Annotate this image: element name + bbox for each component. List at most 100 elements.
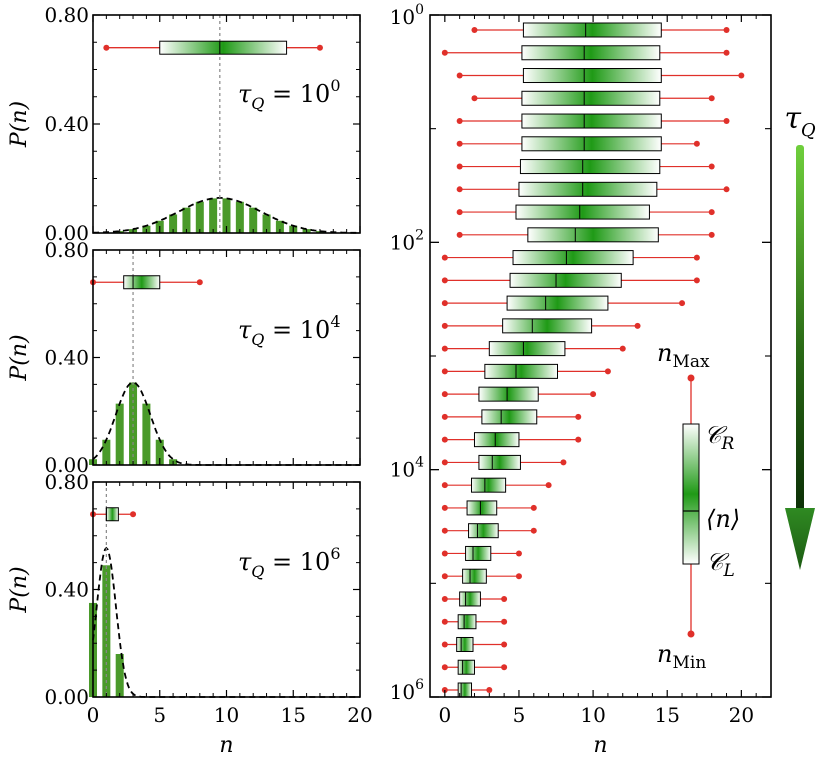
legend-cr-label: 𝒞R (704, 421, 735, 454)
panel-tau-10-6: 0.00 0.40 0.80 0 5 10 15 20 P(n) n τQ = 106 (7, 470, 373, 758)
iqr-box (515, 204, 650, 220)
iqr-box (521, 90, 661, 106)
histogram-bar (169, 214, 178, 233)
y-tick-exponent: 4 (415, 455, 424, 471)
tau-subscript: Q (251, 562, 264, 581)
y-tick-label: 106 (390, 677, 424, 704)
legend-min-dot (687, 630, 695, 638)
whisker-max-dot (634, 322, 641, 329)
y-tick-label: 0.80 (44, 3, 89, 27)
x-tick-label: 5 (513, 703, 526, 727)
x-tick-label: 5 (153, 703, 166, 727)
tau-exponent: 6 (330, 544, 340, 563)
iqr-box (105, 507, 119, 522)
x-tick-label: 10 (214, 703, 239, 727)
tau-equals: = 10 (264, 316, 330, 344)
whisker-max-dot (316, 44, 323, 51)
whisker-min-dot (456, 72, 463, 79)
whisker-min-dot (441, 413, 448, 420)
y-tick-label: 0.40 (44, 346, 89, 370)
x-axis-title: n (593, 733, 607, 758)
y-tick-label: 102 (390, 227, 424, 254)
whisker-max-dot (708, 209, 715, 216)
whisker-max-dot (501, 595, 508, 602)
whisker-min-dot (456, 163, 463, 170)
y-tick-label: 104 (390, 455, 424, 482)
histogram-bar (249, 207, 258, 233)
whisker-min-dot (441, 573, 448, 580)
iqr-box (478, 386, 539, 402)
whisker-min-dot (456, 186, 463, 193)
iqr-box (519, 159, 661, 175)
whisker-min-dot (441, 618, 448, 625)
y-tick-exponent: 6 (415, 677, 424, 693)
legend-min-base: n (657, 640, 672, 668)
y-tick-exponent: 0 (415, 2, 424, 18)
iqr-box (506, 295, 609, 311)
y-axis-title: P(n) (7, 334, 32, 381)
iqr-box (518, 181, 658, 197)
whisker-min-dot (441, 49, 448, 56)
iqr-box (521, 113, 662, 129)
whisker-max-dot (738, 72, 745, 79)
x-tick-label: 10 (580, 703, 605, 727)
y-tick-label: 0.80 (44, 238, 89, 262)
tau-equals: = 10 (264, 80, 330, 108)
x-axis-title: n (219, 733, 233, 758)
tau-arrow: τQ (784, 101, 816, 570)
histogram-bar (262, 214, 271, 233)
tau-symbol: τ (238, 548, 252, 576)
iqr-box (527, 227, 659, 243)
whisker-max-dot (575, 413, 582, 420)
y-tick-label: 100 (390, 2, 424, 29)
tau-equals: = 10 (264, 548, 330, 576)
iqr-box (488, 341, 566, 357)
iqr-box (512, 250, 634, 266)
whisker-min-dot (441, 482, 448, 489)
legend-cl-label: 𝒞L (706, 548, 735, 581)
histogram-bar (182, 207, 191, 233)
whisker-min-dot (441, 368, 448, 375)
whisker-min-dot (441, 322, 448, 329)
legend-max-base: n (657, 339, 672, 367)
y-tick-label: 0.80 (44, 470, 89, 494)
whisker-max-dot (723, 49, 730, 56)
tau-symbol: τ (238, 80, 252, 108)
whisker-max-dot (693, 140, 700, 147)
y-tick-label: 0.40 (44, 112, 89, 136)
whisker-min-dot (456, 209, 463, 216)
histogram-bar (275, 220, 284, 233)
fit-curve (92, 196, 360, 234)
iqr-box (521, 45, 661, 61)
whisker-max-dot (515, 550, 522, 557)
iqr-box (478, 454, 521, 470)
tau-subscript: Q (251, 330, 264, 349)
iqr-box (502, 318, 593, 334)
whisker-max-dot (590, 391, 597, 398)
y-tick-base: 10 (390, 230, 415, 254)
iqr-box (473, 432, 520, 448)
whisker-max-dot (708, 231, 715, 238)
iqr-box (509, 272, 622, 288)
legend-mean-label: ⟨n⟩ (706, 505, 740, 533)
x-tick-label: 20 (729, 703, 754, 727)
iqr-box (522, 22, 662, 38)
iqr-box (468, 523, 499, 539)
whisker-max-dot (708, 95, 715, 102)
histogram-bar (115, 403, 124, 465)
tau-exponent: 0 (330, 76, 340, 95)
iqr-box (481, 409, 538, 425)
x-tick-label: 15 (281, 703, 306, 727)
iqr-box (457, 659, 475, 675)
whisker-max-dot (723, 186, 730, 193)
y-tick-label: 0.00 (44, 221, 89, 245)
whisker-max-dot (501, 641, 508, 648)
whisker-min-dot (441, 595, 448, 602)
whisker-min-dot (456, 118, 463, 125)
iqr-box (466, 500, 498, 516)
legend-max-sub: Max (672, 352, 710, 372)
iqr-box (456, 636, 474, 652)
whisker-min-dot (441, 345, 448, 352)
y-tick-label: 0.00 (44, 685, 89, 709)
